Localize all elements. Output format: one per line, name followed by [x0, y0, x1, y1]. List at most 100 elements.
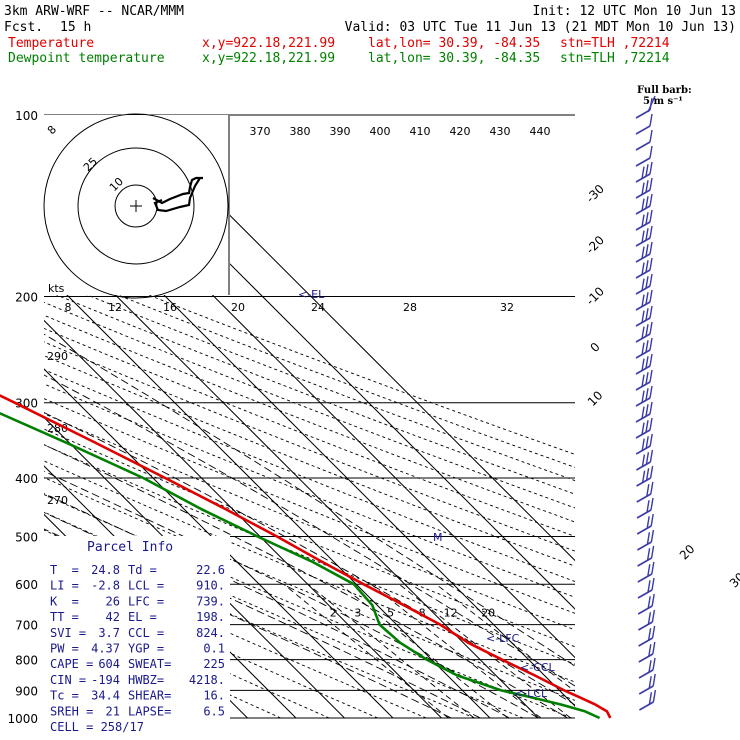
wind-barb-flag — [647, 612, 652, 625]
wind-barb-flag — [641, 182, 645, 195]
theta-label: 380 — [290, 125, 311, 138]
parcel-info-cell: -194 — [91, 673, 120, 687]
parcel-info-cell: 604 — [98, 657, 120, 671]
parcel-info-cell: LI = — [50, 579, 79, 593]
parcel-info-cell: LAPSE= — [128, 704, 171, 718]
wind-barb-flag — [641, 342, 645, 355]
isotherm-line — [44, 222, 539, 718]
pressure-tick-label: 600 — [15, 578, 38, 592]
wind-barb-flag — [649, 113, 653, 127]
hodograph-units: kts — [48, 282, 65, 295]
parcel-info-cell: 42 — [106, 610, 120, 624]
parcel-info-cell: 3.7 — [98, 626, 120, 640]
wind-barb-flag — [641, 390, 645, 403]
lfc-marker: <-LFC — [486, 632, 520, 645]
wind-barb-flag — [641, 198, 645, 211]
isotherm-label: -30 — [583, 182, 607, 206]
parcel-info-cell: SVI = — [50, 626, 86, 640]
wind-barb-flag — [651, 561, 655, 575]
pressure-tick-label: 800 — [15, 654, 38, 668]
wind-barb-flag — [651, 593, 655, 607]
model-title: 3km ARW-WRF -- NCAR/MMM — [4, 4, 184, 19]
wind-barb-flag — [645, 180, 649, 193]
wind-barb-flag — [641, 326, 645, 339]
wind-barb-flag — [649, 145, 653, 159]
wind-barb-flag — [648, 644, 652, 657]
theta-label: 270 — [47, 494, 68, 507]
wind-barb-flag — [649, 257, 653, 271]
parcel-info-rows: T = 24.8 Td = 22.6 LI = -2.8 LCL = 910. K = 26 LFC… — [50, 563, 225, 734]
wind-barb-flag — [651, 577, 655, 591]
wind-barb-staff — [636, 525, 652, 535]
wind-barb-flag — [649, 177, 653, 191]
moist-adiabat — [44, 444, 568, 718]
mixing-ratio-line — [435, 583, 575, 692]
parcel-info-cell: HWBZ= — [128, 673, 164, 687]
wind-barb-staff — [635, 317, 651, 327]
barb-legend-title: Full barb: — [637, 85, 692, 96]
isotherm-line — [44, 368, 394, 718]
parcel-info-cell: 4218. — [189, 673, 225, 687]
mixing-ratio-label: 2 — [330, 607, 337, 620]
dewpoint-legend: Dewpoint temperature — [8, 51, 165, 66]
wind-barb-flag — [645, 468, 650, 481]
parcel-info-cell: 16. — [203, 689, 225, 703]
wind-barb-flag — [645, 340, 649, 353]
wind-barb-flag — [648, 676, 652, 689]
wind-barb-flag — [647, 596, 651, 609]
dry-adiabat — [44, 264, 575, 468]
wind-barb-flag — [651, 625, 656, 639]
wind-barb-flag — [650, 545, 655, 559]
wind-barb-staff — [635, 381, 651, 391]
wind-barb-staff — [635, 333, 651, 343]
wind-barb-flag — [641, 358, 645, 371]
wind-barb-flag — [649, 305, 653, 319]
wind-barb-flag — [645, 404, 649, 417]
isotherm-line — [44, 416, 345, 718]
wind-barb-flag — [645, 436, 649, 449]
wind-barb-flag — [650, 529, 655, 543]
pressure-tick-label: 400 — [15, 472, 38, 486]
wind-barb-flag — [645, 196, 649, 209]
wind-barb-flag — [646, 532, 651, 545]
parcel-info-cell: SREH = — [50, 704, 93, 718]
wind-barb-flag — [649, 385, 653, 399]
mixing-ratio-label: 3 — [354, 607, 361, 620]
pressure-tick-label: 1000 — [7, 712, 38, 726]
wind-barb-flag — [641, 454, 646, 467]
parcel-info-cell: -2.8 — [91, 579, 120, 593]
barb-legend-value: 5 m s⁻¹ — [643, 96, 683, 107]
parcel-info-cell: 21 — [106, 704, 120, 718]
wind-barb-flag — [647, 628, 652, 641]
wind-barb-flag — [645, 372, 649, 385]
mixing-ratio-label: 8 — [419, 607, 426, 620]
parcel-info-cell: SWEAT= — [128, 657, 171, 671]
fcst-value: 15 h — [60, 20, 91, 35]
wind-barb-flag — [641, 294, 645, 307]
theta-label: 290 — [47, 350, 68, 363]
isotherm-label: -20 — [583, 233, 607, 257]
ccl-marker: <-CCL — [520, 661, 556, 674]
lcl-marker: <-LCL — [514, 687, 548, 700]
parcel-info-cell: SHEAR= — [128, 689, 171, 703]
wind-barb-flag — [649, 225, 653, 239]
dry-adiabat — [44, 529, 475, 718]
wind-barb-flag — [649, 193, 653, 207]
theta-label: 440 — [530, 125, 551, 138]
wind-barb-flag — [641, 470, 646, 483]
wind-barb-flag — [645, 276, 649, 289]
temperature-stn: stn=TLH ,72214 — [560, 36, 670, 51]
wind-barb-flag — [641, 262, 645, 275]
dry-adiabat — [44, 586, 330, 718]
wind-barb-staff — [635, 221, 651, 231]
wind-barb-flag — [652, 657, 656, 671]
hodo-speed-label: 8 — [65, 301, 72, 314]
hodo-speed-label: 12 — [108, 301, 122, 314]
parcel-info-cell: EL = — [128, 610, 157, 624]
dry-adiabat — [44, 289, 575, 495]
theta-label: 390 — [330, 125, 351, 138]
parcel-info-cell: 22.6 — [196, 563, 225, 577]
parcel-info-cell: TT = — [50, 610, 79, 624]
pressure-tick-label: 300 — [15, 397, 38, 411]
